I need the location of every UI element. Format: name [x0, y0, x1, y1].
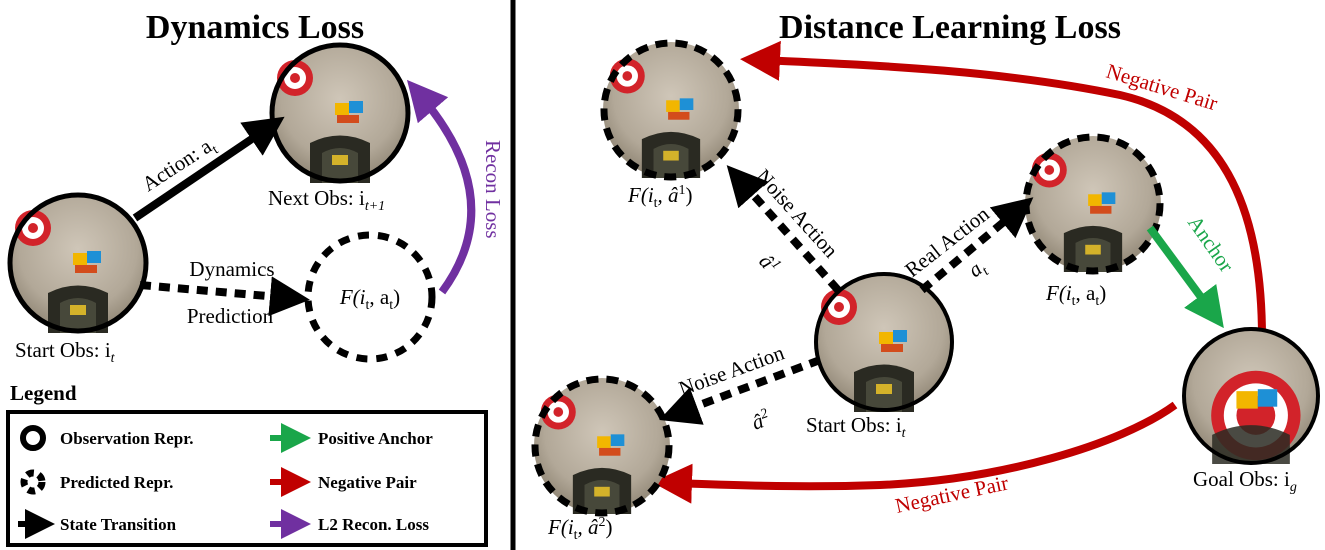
recon-loss-arrow	[406, 79, 476, 295]
anchor-arrow	[1146, 225, 1224, 329]
legend-item-label: Negative Pair	[318, 473, 417, 492]
legend-item-label: Observation Repr.	[60, 429, 194, 448]
next-obs-image	[269, 42, 411, 184]
goal-obs-image	[1182, 327, 1320, 465]
noise-action-1-symbol: â1	[754, 249, 784, 278]
anchor-label: Anchor	[1183, 211, 1239, 276]
real-node-label: F(it, at)	[1045, 281, 1106, 309]
next-obs-label: Next Obs: it+1	[268, 186, 385, 214]
negative-pair-arrow-top	[740, 40, 1266, 339]
noise2-node-label: F(it, â2)	[547, 515, 613, 543]
start-obs-image-left	[7, 192, 149, 334]
start-obs-label-left: Start Obs: it	[15, 338, 116, 366]
legend-item-label: Predicted Repr.	[60, 473, 173, 492]
legend-item-label: State Transition	[60, 515, 177, 534]
legend-item-label: Positive Anchor	[318, 429, 433, 448]
negative-pair-arrow-bottom	[652, 401, 1178, 504]
real-action-arrow	[919, 197, 1034, 294]
dashed-circle-icon	[20, 469, 46, 495]
noise-action-2-arrow	[659, 356, 822, 425]
prediction-label: Prediction	[187, 304, 274, 328]
recon-loss-label: Recon Loss	[481, 140, 505, 239]
start-obs-image-right	[814, 272, 954, 412]
dynamics-title: Dynamics Loss	[146, 9, 364, 46]
goal-obs-label: Goal Obs: ig	[1193, 467, 1297, 495]
noise-action-2-label: Noise Action	[676, 340, 788, 400]
distance-title: Distance Learning Loss	[779, 9, 1121, 46]
real-action-symbol: at	[963, 253, 992, 285]
legend-item-label: L2 Recon. Loss	[318, 515, 429, 534]
start-obs-label-right: Start Obs: it	[806, 413, 907, 441]
predicted-repr-circle	[304, 231, 436, 363]
legend-box	[6, 410, 488, 547]
legend-title: Legend	[10, 381, 77, 405]
noise2-pred-node	[531, 375, 673, 517]
noise1-pred-node	[600, 39, 742, 181]
noise-action-2-symbol: â2	[749, 406, 774, 435]
observation-circle-icon	[20, 425, 46, 451]
pred-node-label: F(it, at)	[339, 285, 400, 313]
noise1-node-label: F(it, â1)	[627, 183, 693, 211]
real-pred-node	[1022, 133, 1164, 275]
dynamics-label: Dynamics	[189, 257, 274, 281]
action-arrow	[132, 116, 285, 222]
noise-action-1-arrow	[726, 165, 841, 293]
dynamics-prediction-arrow	[139, 276, 310, 317]
